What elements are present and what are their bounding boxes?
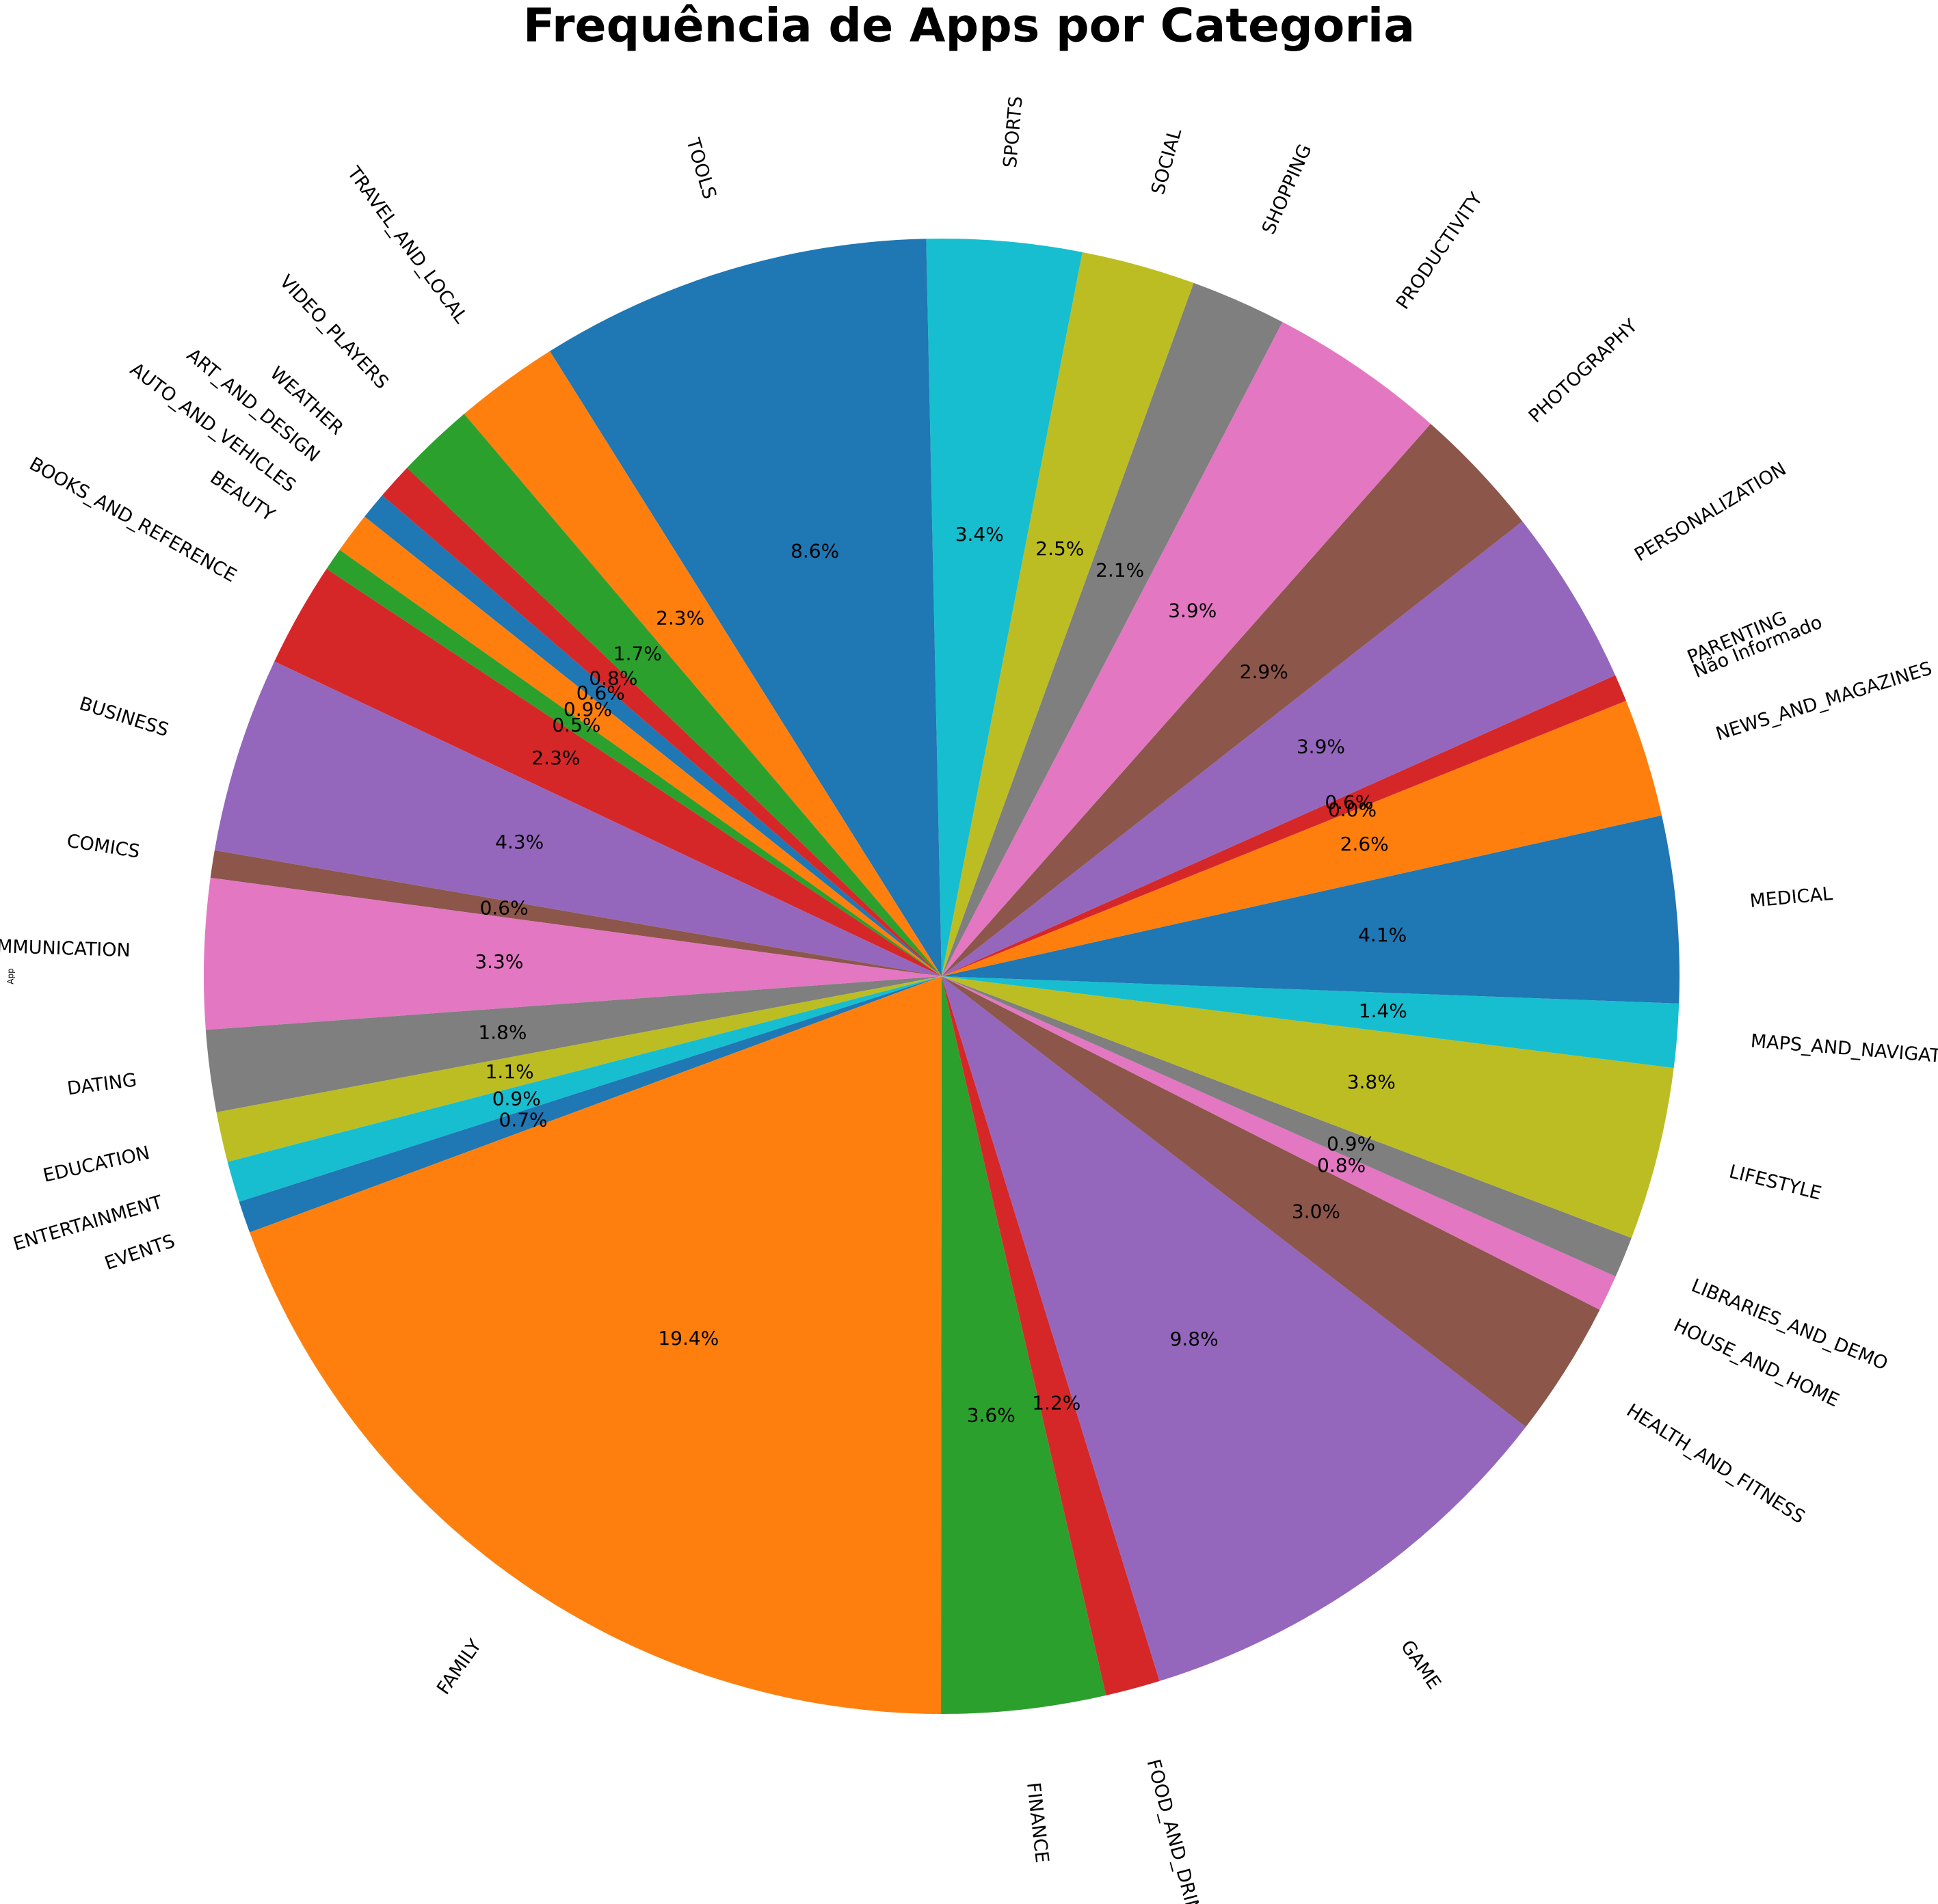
- category-label: HEALTH_AND_FITNESS: [1623, 1400, 1809, 1528]
- category-label: PHOTOGRAPHY: [1525, 315, 1642, 427]
- pie-slice: [942, 700, 1662, 976]
- value-label: 1.7%: [613, 642, 662, 665]
- value-label: 3.9%: [1297, 736, 1345, 758]
- value-label: 0.7%: [499, 1108, 548, 1131]
- value-label: 3.0%: [1292, 1201, 1340, 1223]
- pie-slice: [942, 521, 1616, 976]
- pie-slice: [204, 877, 942, 1030]
- pie-slice: [942, 976, 1632, 1277]
- pie-slice: [942, 976, 1674, 1238]
- value-label: 1.8%: [478, 1021, 527, 1043]
- value-label: 2.5%: [1035, 537, 1084, 560]
- pie-slice: [339, 516, 942, 976]
- value-label: 1.4%: [1359, 1000, 1407, 1022]
- pie-slice: [550, 239, 942, 977]
- value-label: 9.8%: [1170, 1328, 1219, 1350]
- category-label: EVENTS: [102, 1231, 178, 1274]
- value-label: 0.8%: [1317, 1154, 1366, 1177]
- value-label: 0.6%: [576, 682, 625, 704]
- category-label: MAPS_AND_NAVIGATION: [1750, 1030, 1938, 1069]
- value-label: 2.1%: [1096, 559, 1144, 581]
- category-label: PRODUCTIVITY: [1392, 189, 1487, 313]
- value-label: 2.3%: [531, 747, 580, 769]
- pie-slice: [942, 976, 1600, 1427]
- value-label: 2.9%: [1240, 660, 1288, 683]
- pie-slice: [942, 423, 1523, 976]
- pie-slice: [214, 661, 942, 976]
- category-label: FOOD_AND_DRINK: [1143, 1757, 1208, 1904]
- value-label: 4.3%: [495, 831, 544, 853]
- category-label: SHOPPING: [1258, 141, 1316, 237]
- category-label: LIBRARIES_AND_DEMO: [1688, 1275, 1891, 1375]
- pie-slice: [942, 815, 1680, 1004]
- pie-slice: [216, 976, 942, 1162]
- category-label: LIFESTYLE: [1727, 1161, 1823, 1204]
- pie-slice: [326, 550, 942, 976]
- category-label: MEDICAL: [1749, 883, 1833, 912]
- value-label: 3.3%: [475, 950, 523, 973]
- pie-slice: [407, 414, 942, 976]
- pie-slice: [941, 976, 1106, 1714]
- pie-slice: [364, 495, 942, 976]
- pie-slice: [205, 976, 942, 1112]
- value-label: 1.1%: [486, 1060, 534, 1083]
- category-label: SPORTS: [1000, 95, 1027, 168]
- category-label: FAMILY: [433, 1635, 486, 1699]
- value-label: 0.0%: [1328, 799, 1377, 821]
- value-label: 3.9%: [1168, 600, 1217, 622]
- value-label: 19.4%: [658, 1327, 719, 1350]
- pie-slice: [926, 239, 1083, 977]
- category-label: SOCIAL: [1147, 126, 1186, 197]
- pie-slice: [382, 468, 942, 976]
- category-label: FINANCE: [1022, 1782, 1052, 1864]
- category-label: TRAVEL_AND_LOCAL: [343, 162, 471, 327]
- value-label: 2.3%: [656, 607, 704, 630]
- value-label: 1.2%: [1032, 1391, 1080, 1414]
- value-label: 0.5%: [552, 714, 600, 736]
- pie-slice: [227, 976, 942, 1202]
- category-label: DATING: [66, 1069, 137, 1099]
- category-label: COMICS: [66, 831, 142, 863]
- value-label: 2.6%: [1340, 833, 1389, 855]
- category-label: COMMUNICATION: [0, 935, 131, 961]
- value-label: 4.1%: [1358, 924, 1407, 946]
- value-label: 3.8%: [1347, 1071, 1396, 1093]
- pie-slice: [942, 976, 1160, 1695]
- value-label: 3.4%: [955, 523, 1004, 546]
- value-label: 0.9%: [492, 1088, 541, 1110]
- value-label: 0.9%: [563, 698, 612, 721]
- value-label: 0.6%: [480, 896, 529, 919]
- pie-slice: [942, 976, 1526, 1681]
- category-label: EDUCATION: [41, 1142, 152, 1187]
- pie-slice: [942, 321, 1431, 977]
- category-label: BUSINESS: [77, 693, 171, 741]
- pie-slice: [942, 675, 1626, 976]
- value-label: 0.8%: [589, 667, 637, 690]
- pie-slice: [210, 850, 942, 976]
- category-label: GAME: [1396, 1637, 1445, 1693]
- chart-title: Frequência de Apps por Categoria: [523, 0, 1415, 53]
- pie-slice: [942, 282, 1283, 977]
- pie-slice: [942, 976, 1680, 1069]
- pie-slice: [250, 976, 942, 1714]
- pie-slice: [274, 569, 942, 976]
- value-label: 8.6%: [791, 540, 839, 563]
- category-label: PERSONALIZATION: [1631, 458, 1790, 565]
- y-axis-label: App: [6, 968, 16, 984]
- value-label: 0.9%: [1327, 1133, 1375, 1155]
- pie-slice: [942, 252, 1194, 976]
- category-label: TOOLS: [682, 135, 720, 202]
- category-label: BOOKS_AND_REFERENCE: [26, 453, 240, 587]
- value-label: 3.6%: [967, 1404, 1016, 1426]
- pie-slice: [942, 976, 1616, 1310]
- pie-slice: [464, 351, 942, 976]
- pie-slice: [239, 976, 942, 1233]
- category-label: NEWS_AND_MAGAZINES: [1714, 658, 1935, 745]
- value-label: 0.6%: [1325, 791, 1373, 814]
